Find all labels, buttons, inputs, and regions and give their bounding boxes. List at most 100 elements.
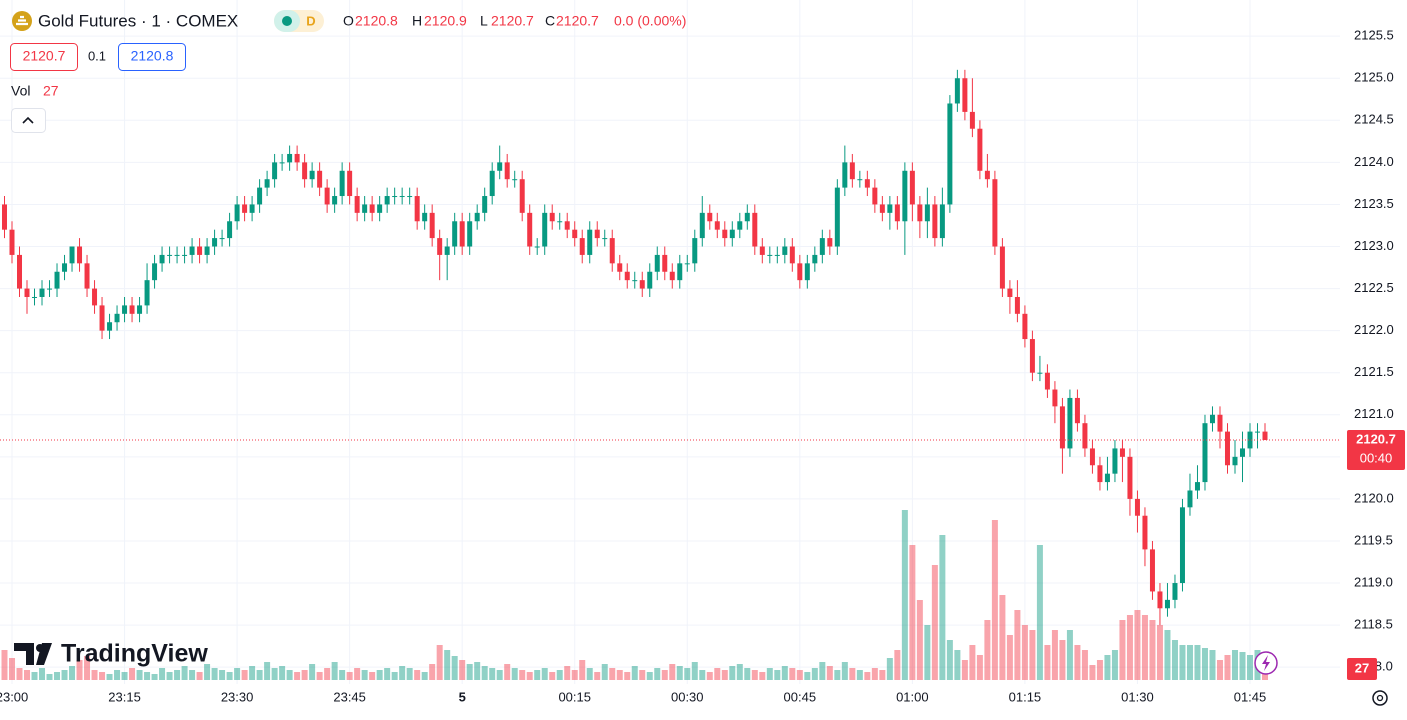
volume-bar — [301, 670, 308, 680]
settings-button[interactable] — [1372, 690, 1388, 706]
volume-bar — [1104, 655, 1111, 680]
candle-body — [47, 288, 53, 290]
candle-body — [1194, 482, 1200, 491]
candle-body — [1112, 448, 1118, 474]
volume-bar — [684, 668, 691, 680]
candle-body — [62, 263, 68, 272]
volume-bar — [579, 660, 586, 680]
volume-bar — [639, 670, 646, 680]
candle-body — [564, 221, 570, 230]
settings-icon — [1376, 694, 1384, 702]
volume-bar — [654, 668, 661, 680]
candle-body — [902, 170, 908, 222]
volume-bar — [1149, 620, 1156, 680]
ask-price: 2120.8 — [131, 48, 174, 64]
volume-bar — [204, 664, 211, 680]
candle-body — [1164, 599, 1170, 609]
sell-button[interactable] — [10, 43, 78, 71]
candle-body — [962, 78, 968, 112]
candle-body — [1232, 456, 1238, 466]
candle-body — [204, 246, 210, 255]
volume-bar — [84, 656, 91, 680]
candle-body — [332, 196, 338, 205]
candle-body — [504, 162, 510, 180]
logo-text[interactable]: TradingView — [61, 640, 208, 668]
volume-bar — [466, 664, 473, 680]
volume-bar — [729, 666, 736, 680]
volume-bar — [436, 645, 443, 680]
volume-bar — [1186, 645, 1193, 680]
volume-bar — [631, 666, 638, 680]
candle-body — [714, 221, 720, 230]
candle-body — [1142, 515, 1148, 550]
candle-body — [527, 212, 533, 247]
volume-bar — [429, 664, 436, 680]
volume-bar — [1141, 615, 1148, 680]
volume-bar — [46, 674, 53, 680]
volume-bar — [114, 670, 121, 680]
volume-bar — [646, 672, 653, 680]
candle-body — [182, 254, 188, 256]
candle-body — [617, 263, 623, 272]
candle-body — [324, 187, 330, 205]
candle-body — [887, 204, 893, 213]
candle-body — [1119, 448, 1125, 457]
lightning-icon — [1262, 655, 1270, 671]
candle-body — [1187, 490, 1193, 508]
candle-body — [219, 238, 225, 240]
candle-body — [624, 271, 630, 281]
candle-body — [602, 238, 608, 240]
symbol-title[interactable]: Gold Futures · 1 · COMEX — [38, 11, 238, 30]
volume-bar — [826, 666, 833, 680]
volume-bar — [676, 666, 683, 680]
symbol-icon-bars — [16, 15, 28, 26]
volume-bar — [834, 670, 841, 680]
x-tick-label: 5 — [459, 689, 466, 704]
candle-body — [1179, 507, 1185, 584]
x-tick-label: 01:00 — [896, 689, 929, 704]
ohlc-label: C — [545, 13, 555, 29]
volume-bar — [361, 670, 368, 680]
volume-value: 27 — [43, 83, 59, 99]
candle-body — [1067, 397, 1073, 449]
volume-bar — [451, 656, 458, 680]
candle-body — [557, 221, 563, 223]
candle-body — [1239, 448, 1245, 457]
candle-body — [174, 254, 180, 256]
candle-body — [894, 204, 900, 222]
volume-bar — [1246, 655, 1253, 680]
candle-body — [984, 170, 990, 180]
candle-body — [842, 162, 848, 188]
volume-bar — [511, 668, 518, 680]
volume-bar — [1059, 640, 1066, 680]
logo-dot — [36, 644, 44, 652]
candle-body — [227, 221, 233, 239]
candle-body — [789, 246, 795, 264]
candle-body — [467, 221, 473, 247]
candle-body — [369, 204, 375, 213]
candle-body — [797, 263, 803, 281]
volume-bar — [811, 668, 818, 680]
volume-bar — [406, 668, 413, 680]
volume-bar — [939, 535, 946, 680]
collapse-button[interactable] — [11, 108, 46, 133]
volume-bar — [564, 666, 571, 680]
ohlc-value: 2120.9 — [424, 13, 467, 29]
x-tick-label: 00:45 — [784, 689, 817, 704]
volume-bar — [1066, 630, 1073, 680]
candle-body — [639, 280, 645, 289]
volume-bar — [916, 600, 923, 680]
candle-body — [152, 263, 158, 281]
volume-bar — [1119, 620, 1126, 680]
candle-body — [594, 229, 600, 239]
buy-button[interactable] — [118, 43, 186, 71]
volume-bar — [1239, 652, 1246, 680]
candle-body — [54, 271, 60, 289]
spread: 0.1 — [88, 48, 106, 63]
candle-body — [384, 196, 390, 205]
volume-bar — [1201, 648, 1208, 680]
candle-body — [1097, 465, 1103, 483]
volume-bar — [144, 672, 151, 680]
volume-bar — [76, 660, 83, 680]
candle-body — [632, 280, 638, 282]
